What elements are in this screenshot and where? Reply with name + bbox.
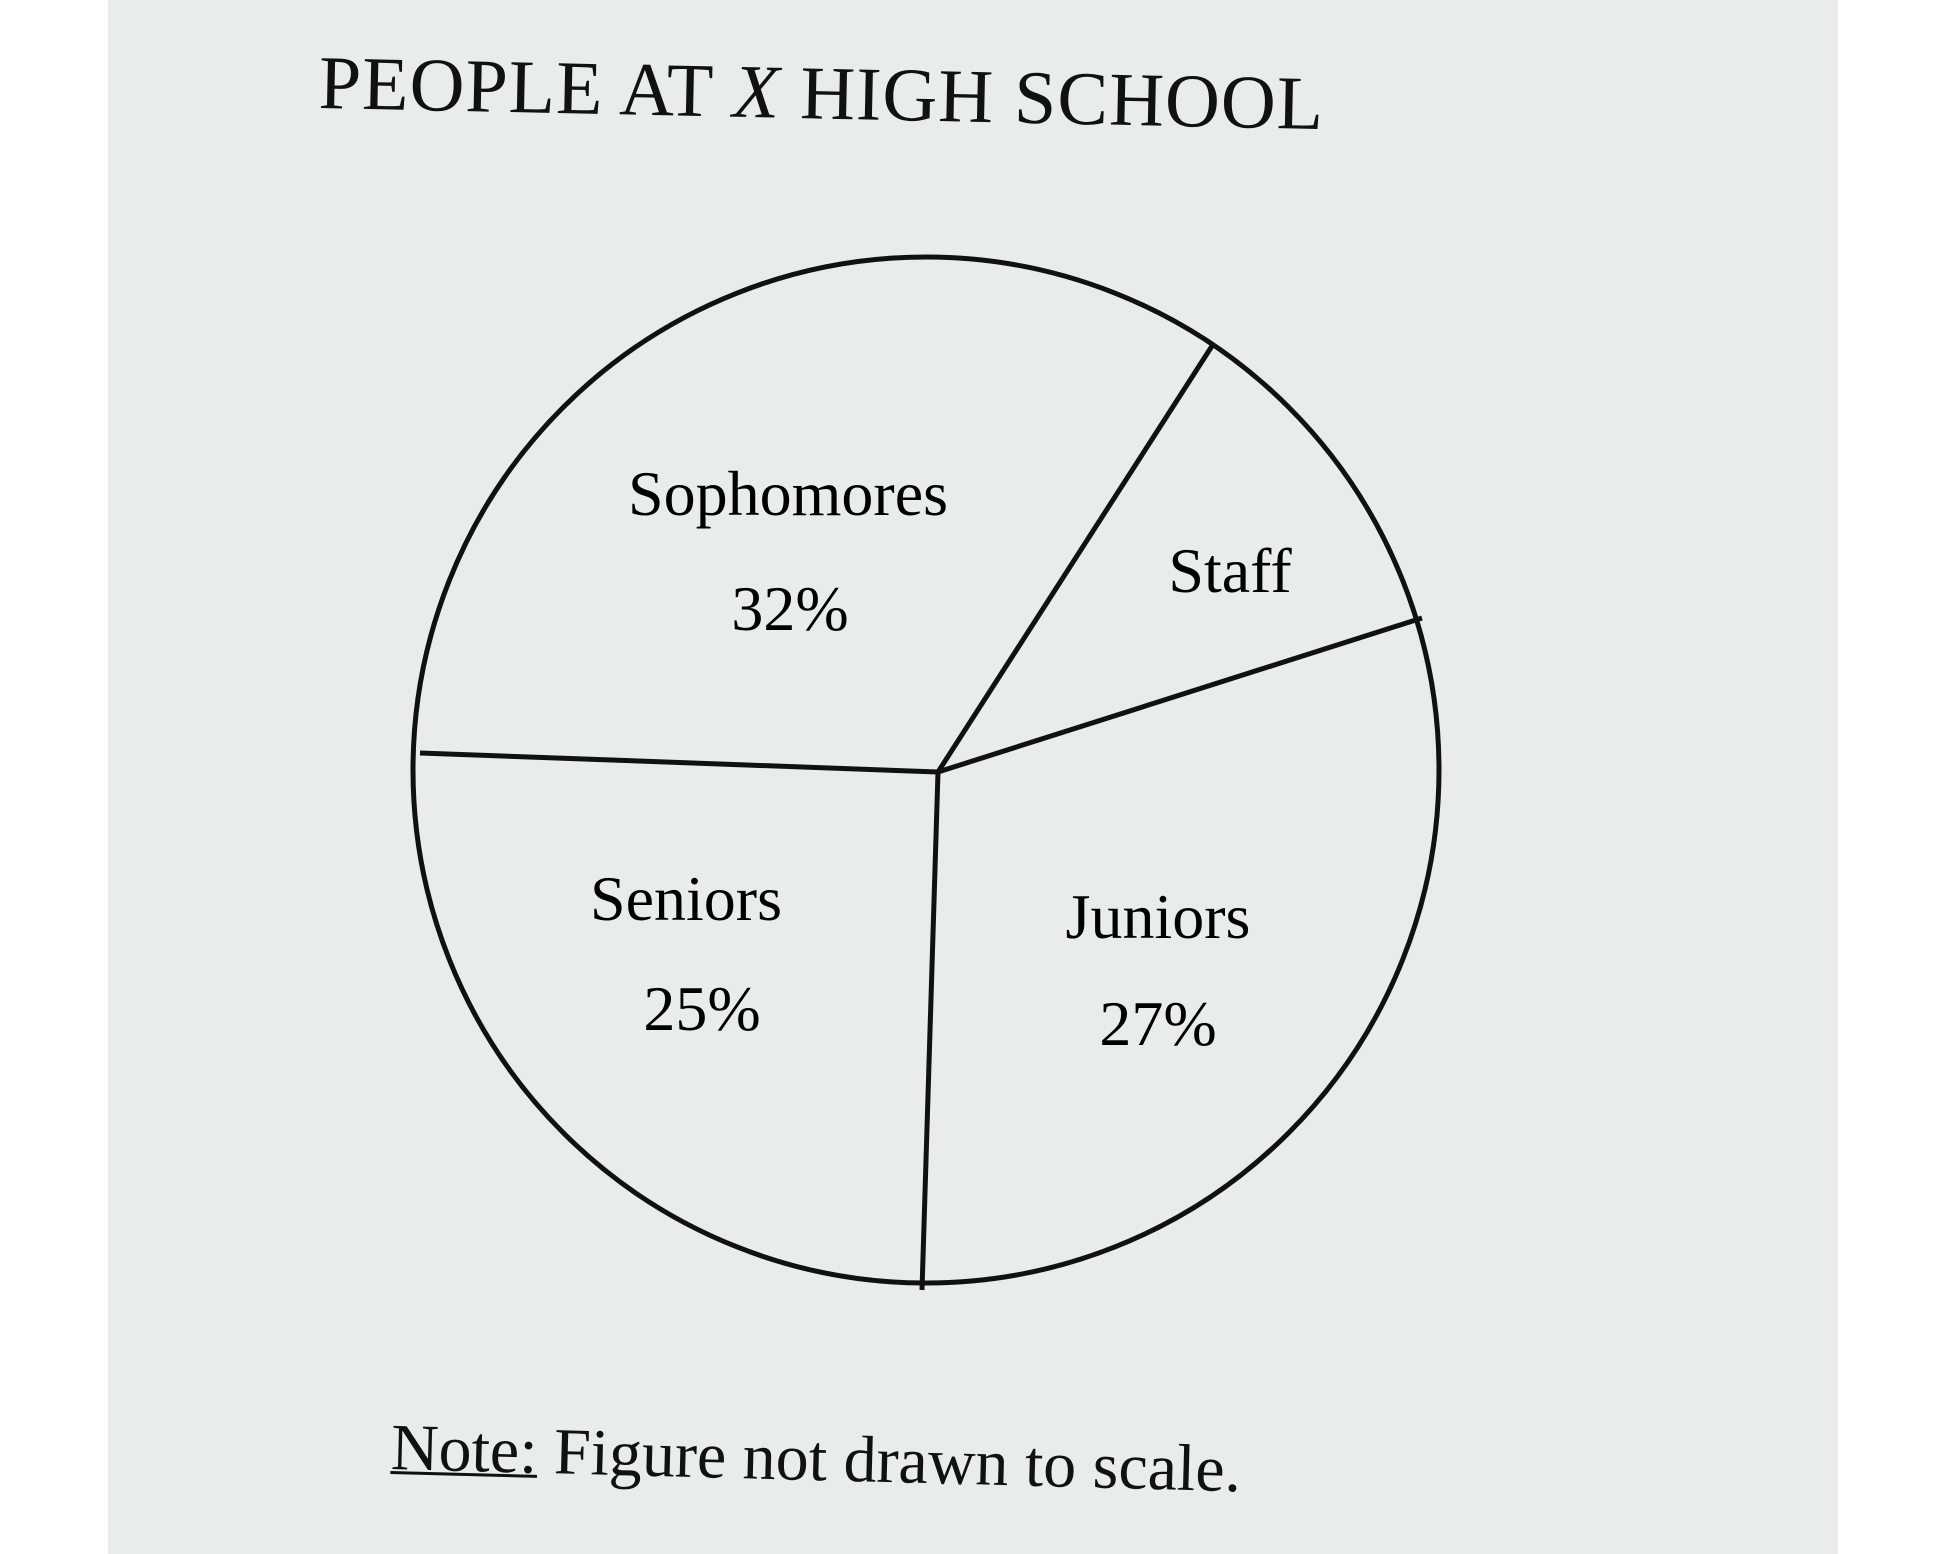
- slice-value-juniors: 27%: [1099, 988, 1216, 1059]
- divider-juniors-seniors: [919, 771, 941, 1291]
- pie-outline: [410, 254, 1442, 1286]
- divider-staff-juniors: [937, 615, 1423, 775]
- slice-label-juniors: Juniors: [1066, 881, 1251, 952]
- slice-value-seniors: 25%: [643, 973, 760, 1044]
- divider-sophomores-seniors: [419, 750, 939, 775]
- slice-label-sophomores: Sophomores: [628, 458, 948, 529]
- note-label: Note:: [390, 1411, 539, 1488]
- slice-value-sophomores: 32%: [731, 573, 848, 644]
- slice-label-seniors: Seniors: [590, 863, 782, 934]
- divider-sophomores-staff: [935, 344, 1215, 774]
- slice-label-staff: Staff: [1168, 535, 1292, 606]
- note-text: Figure not drawn to scale.: [536, 1414, 1243, 1507]
